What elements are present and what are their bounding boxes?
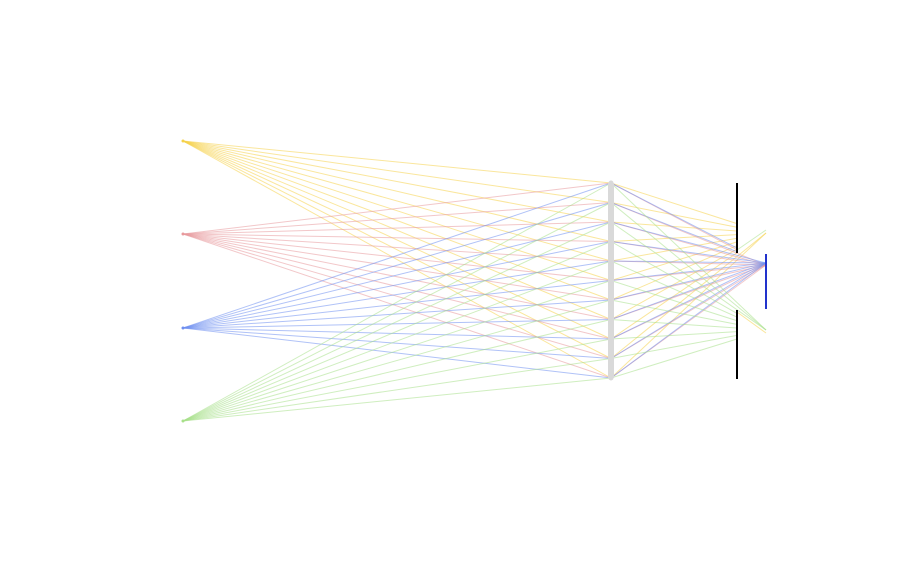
source-red-ray-in-0 bbox=[182, 182, 612, 235]
source-yellow-ray-blocked-7 bbox=[610, 248, 738, 320]
lens-sample-point-4 bbox=[608, 258, 614, 264]
source-green-ray-in-5 bbox=[182, 280, 612, 422]
lens-sample-point-8 bbox=[608, 336, 614, 342]
source-yellow-ray-blocked-5 bbox=[610, 241, 738, 281]
source-blue-ray-out-6 bbox=[610, 262, 767, 301]
source-blue-ray-out-5 bbox=[610, 262, 767, 281]
source-yellow-ray-blocked-4 bbox=[610, 237, 738, 262]
source-green-ray-blocked-7 bbox=[610, 319, 738, 329]
source-green-ray-out-1 bbox=[610, 202, 767, 331]
source-yellow-ray-blocked-3 bbox=[610, 234, 738, 242]
source-yellow-ray-in-9 bbox=[182, 140, 612, 359]
source-blue-ray-out-7 bbox=[610, 262, 767, 320]
source-green-ray-in-9 bbox=[182, 358, 612, 422]
source-green-ray-in-7 bbox=[182, 319, 612, 422]
source-green-ray-blocked-8 bbox=[610, 331, 738, 340]
source-green-ray-blocked-6 bbox=[610, 299, 738, 325]
source-blue-ray-out-8 bbox=[610, 262, 767, 340]
source-blue-ray-in-4 bbox=[182, 260, 612, 329]
source-red-ray-in-2 bbox=[182, 221, 612, 235]
source-yellow-ray-in-4 bbox=[182, 140, 612, 262]
source-blue-ray-in-2 bbox=[182, 221, 612, 329]
source-yellow-ray-in-6 bbox=[182, 140, 612, 301]
source-green-ray-blocked-4 bbox=[610, 260, 738, 318]
source-blue-ray-in-1 bbox=[182, 202, 612, 329]
source-blue-ray-in-7 bbox=[182, 319, 612, 329]
source-green-ray-out-2 bbox=[610, 221, 767, 331]
exit-ray-yellow bbox=[736, 311, 767, 334]
source-green-ray-blocked-9 bbox=[610, 334, 738, 359]
source-green-ray-out-0 bbox=[610, 182, 767, 331]
source-blue-point bbox=[181, 326, 185, 330]
source-blue-ray-in-8 bbox=[182, 327, 612, 340]
source-green-ray-blocked-3 bbox=[610, 241, 738, 314]
source-yellow-ray-blocked-8 bbox=[610, 252, 738, 340]
source-red-ray-in-1 bbox=[182, 202, 612, 235]
source-green-ray-blocked-5 bbox=[610, 280, 738, 322]
source-blue-ray-in-5 bbox=[182, 280, 612, 329]
source-red-ray-in-7 bbox=[182, 233, 612, 320]
source-green-ray-in-3 bbox=[182, 241, 612, 422]
source-green-ray-in-4 bbox=[182, 260, 612, 422]
source-blue-ray-out-3 bbox=[610, 241, 767, 264]
source-points bbox=[181, 139, 185, 423]
source-blue-ray-out-9 bbox=[610, 262, 767, 359]
lens-sample-point-0 bbox=[608, 180, 614, 186]
lens-sample-point-5 bbox=[608, 278, 614, 283]
source-red-ray-in-6 bbox=[182, 233, 612, 301]
source-yellow-ray-in-5 bbox=[182, 140, 612, 281]
source-blue-ray-out-10 bbox=[610, 262, 767, 379]
lens-sample-point-2 bbox=[608, 219, 614, 225]
source-yellow-ray-in-2 bbox=[182, 140, 612, 223]
source-yellow-ray-blocked-0 bbox=[610, 182, 738, 225]
source-blue-ray-out-2 bbox=[610, 221, 767, 264]
lens-sample-point-3 bbox=[608, 239, 614, 244]
source-green-ray-blocked-10 bbox=[610, 338, 738, 379]
source-yellow-ray-blocked-6 bbox=[610, 245, 738, 301]
source-yellow-ray-in-8 bbox=[182, 140, 612, 340]
source-blue-ray-in-0 bbox=[182, 182, 612, 329]
lens-sample-point-1 bbox=[608, 200, 614, 205]
source-green-ray-in-1 bbox=[182, 202, 612, 422]
source-red-ray-in-3 bbox=[182, 233, 612, 242]
source-red-ray-in-4 bbox=[182, 233, 612, 262]
source-yellow-ray-blocked-2 bbox=[610, 221, 738, 232]
source-green-ray-in-0 bbox=[182, 182, 612, 422]
source-yellow-ray-in-10 bbox=[182, 140, 612, 379]
source-red-ray-in-9 bbox=[182, 233, 612, 359]
source-red-ray-in-5 bbox=[182, 233, 612, 281]
source-blue-ray-out-4 bbox=[610, 260, 767, 264]
source-yellow-ray-in-7 bbox=[182, 140, 612, 320]
source-green-ray-in-6 bbox=[182, 299, 612, 422]
lens-sample-points bbox=[608, 180, 614, 381]
source-green-ray-in-10 bbox=[182, 377, 612, 422]
source-yellow-point bbox=[181, 139, 185, 143]
source-blue-ray-in-9 bbox=[182, 327, 612, 359]
lens-sample-point-7 bbox=[608, 317, 614, 322]
source-blue-ray-blocked-0 bbox=[610, 182, 738, 249]
source-yellow-ray-in-0 bbox=[182, 140, 612, 184]
lens-sample-point-9 bbox=[608, 356, 614, 361]
source-yellow-ray-blocked-1 bbox=[610, 202, 738, 228]
source-yellow-ray-in-1 bbox=[182, 140, 612, 203]
source-green-ray-in-8 bbox=[182, 338, 612, 422]
source-red-point bbox=[181, 232, 185, 236]
source-blue-ray-in-10 bbox=[182, 327, 612, 379]
source-red-ray-in-10 bbox=[182, 233, 612, 379]
lens-sample-point-10 bbox=[608, 375, 614, 381]
source-green-point bbox=[181, 419, 185, 423]
exit-ray-green bbox=[736, 229, 767, 251]
source-green-ray-in-2 bbox=[182, 221, 612, 422]
source-blue-ray-blocked-1 bbox=[610, 202, 738, 253]
source-blue-ray-in-3 bbox=[182, 241, 612, 329]
source-red-ray-in-8 bbox=[182, 233, 612, 340]
source-yellow-ray-in-3 bbox=[182, 140, 612, 242]
ray-group bbox=[182, 140, 767, 422]
lens-sample-point-6 bbox=[608, 297, 614, 303]
source-blue-ray-in-6 bbox=[182, 299, 612, 329]
